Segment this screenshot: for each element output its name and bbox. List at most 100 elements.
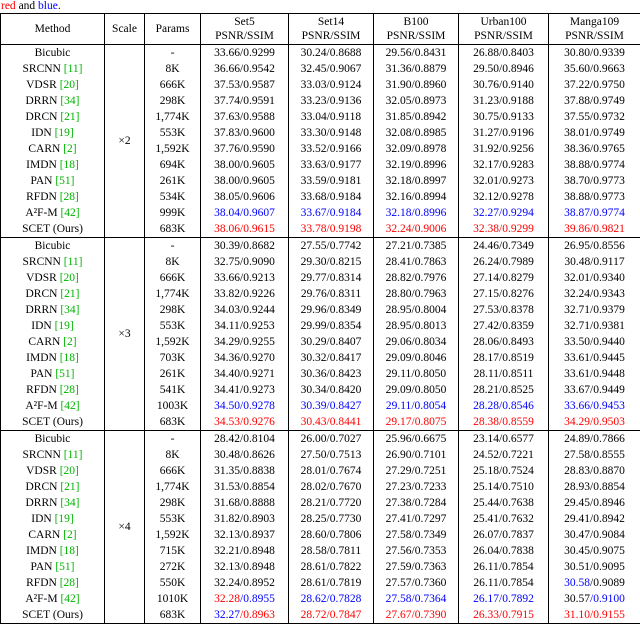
- psnr-value: 30.76: [473, 79, 500, 91]
- result-cell: 32.28/0.8955: [200, 591, 289, 607]
- ssim-value: /0.7510: [499, 481, 534, 493]
- result-cell: 28.83/0.8870: [548, 463, 640, 479]
- table-row: SRCNN [11] 8K 36.66/0.9542 32.45/0.9067 31.3…: [0, 61, 640, 77]
- method-cell: CARN [2]: [0, 141, 105, 157]
- params-cell: 666K: [144, 77, 201, 93]
- result-cell: 25.14/0.7510: [458, 479, 549, 495]
- ssim-value: /0.9606: [240, 191, 275, 203]
- citation-link[interactable]: [20]: [59, 79, 79, 91]
- psnr-value: 28.42: [214, 433, 241, 445]
- citation-link[interactable]: [11]: [63, 256, 83, 268]
- citation-link[interactable]: [18]: [59, 352, 79, 364]
- psnr-value: 29.30: [300, 256, 327, 268]
- ssim-value: /0.8955: [240, 593, 275, 605]
- method-name: IDN: [31, 320, 52, 332]
- psnr-value: 30.36: [300, 368, 327, 380]
- psnr-value: 29.96: [300, 304, 327, 316]
- psnr-value: 32.18: [385, 175, 412, 187]
- citation-link[interactable]: [2]: [63, 336, 77, 348]
- citation-link[interactable]: [21]: [60, 481, 80, 493]
- psnr-value: 32.24: [564, 288, 591, 300]
- result-cell: 29.99/0.8354: [288, 318, 374, 334]
- citation-link[interactable]: [34]: [60, 95, 80, 107]
- params-cell: 298K: [144, 93, 201, 109]
- result-cell: 29.50/0.8946: [458, 61, 549, 77]
- citation-link[interactable]: [28]: [59, 577, 79, 589]
- psnr-value: 33.03: [300, 79, 327, 91]
- ssim-value: /0.8942: [590, 513, 625, 525]
- citation-link[interactable]: [18]: [59, 159, 79, 171]
- method-cell: RFDN [28]: [0, 189, 105, 205]
- params-cell: 1,592K: [144, 334, 201, 350]
- result-cell: 38.87/0.9774: [548, 205, 640, 221]
- citation-link[interactable]: [51]: [55, 561, 75, 573]
- psnr-value: 27.14: [473, 272, 500, 284]
- result-cell: 31.90/0.8960: [373, 77, 459, 93]
- scale-group-x4: Bicubic ×4-28.42/0.8104 26.00/0.7027 25.96/…: [0, 430, 640, 624]
- ssim-value: /0.9166: [326, 143, 362, 155]
- citation-link[interactable]: [18]: [59, 545, 79, 557]
- result-cell: 26.07/0.7837: [458, 527, 549, 543]
- table-row: RFDN [28] 534K 38.05/0.9606 33.68/0.9184 32.…: [0, 189, 640, 205]
- ssim-value: /0.9253: [239, 320, 275, 332]
- psnr-value: 29.06: [385, 336, 412, 348]
- citation-link[interactable]: [28]: [59, 191, 79, 203]
- citation-link[interactable]: [34]: [60, 497, 80, 509]
- result-cell: 33.61/0.9445: [548, 350, 640, 366]
- psnr-value: 38.70: [564, 175, 591, 187]
- ssim-value: /0.9273: [240, 384, 275, 396]
- psnr-value: 30.34: [300, 384, 327, 396]
- ssim-value: /0.7892: [499, 593, 534, 605]
- citation-link[interactable]: [34]: [60, 304, 80, 316]
- ssim-value: /0.9271: [240, 368, 275, 380]
- method-cell: PAN [51]: [0, 173, 105, 189]
- psnr-value: 32.13: [214, 529, 241, 541]
- citation-link[interactable]: [2]: [63, 529, 77, 541]
- psnr-value: 28.61: [300, 561, 327, 573]
- psnr-value: 35.60: [564, 63, 591, 75]
- citation-link[interactable]: [19]: [54, 127, 74, 139]
- result-cell: 26.00/0.7027: [288, 430, 374, 447]
- citation-link[interactable]: [19]: [54, 513, 74, 525]
- result-cell: 33.78/0.9198: [288, 221, 374, 238]
- citation-link[interactable]: [20]: [59, 465, 79, 477]
- citation-link[interactable]: [42]: [60, 593, 80, 605]
- citation-link[interactable]: [11]: [63, 63, 83, 75]
- psnr-value: 32.19: [385, 159, 412, 171]
- psnr-value: 26.90: [385, 449, 412, 461]
- result-cell: 30.43/0.8441: [288, 414, 374, 431]
- result-cell: 31.53/0.8854: [200, 479, 289, 495]
- ssim-value: /0.7524: [499, 465, 534, 477]
- citation-link[interactable]: [11]: [63, 449, 83, 461]
- citation-link[interactable]: [19]: [54, 320, 74, 332]
- ssim-value: /0.9196: [499, 127, 534, 139]
- psnr-value: 26.95: [564, 240, 591, 252]
- params-cell: 999K: [144, 205, 201, 221]
- ssim-value: /0.8427: [326, 400, 362, 412]
- citation-link[interactable]: [42]: [60, 207, 80, 219]
- psnr-value: 30.58: [564, 577, 591, 589]
- citation-link[interactable]: [20]: [59, 272, 79, 284]
- ssim-value: /0.7349: [411, 529, 447, 541]
- citation-link[interactable]: [2]: [63, 143, 77, 155]
- psnr-value: 31.53: [214, 481, 241, 493]
- citation-link[interactable]: [42]: [60, 400, 80, 412]
- params-cell: 8K: [144, 61, 201, 77]
- ssim-value: /0.9749: [590, 127, 625, 139]
- ssim-value: /0.8682: [240, 240, 275, 252]
- ssim-value: /0.9773: [590, 175, 625, 187]
- ssim-value: /0.8378: [499, 304, 534, 316]
- ssim-value: /0.8050: [411, 368, 447, 380]
- params-cell: 261K: [144, 173, 201, 189]
- citation-link[interactable]: [28]: [59, 384, 79, 396]
- citation-link[interactable]: [21]: [60, 111, 80, 123]
- citation-link[interactable]: [51]: [55, 368, 75, 380]
- result-cell: 32.45/0.9067: [288, 61, 374, 77]
- results-table: Method Scale Params Set5 PSNR/SSIM Set14 PSNR/…: [0, 13, 640, 624]
- citation-link[interactable]: [21]: [60, 288, 80, 300]
- ssim-value: /0.9600: [240, 127, 275, 139]
- citation-link[interactable]: [51]: [55, 175, 75, 187]
- ssim-value: /0.8688: [326, 47, 362, 59]
- psnr-value: 37.63: [214, 111, 241, 123]
- result-cell: 39.86/0.9821: [548, 221, 640, 238]
